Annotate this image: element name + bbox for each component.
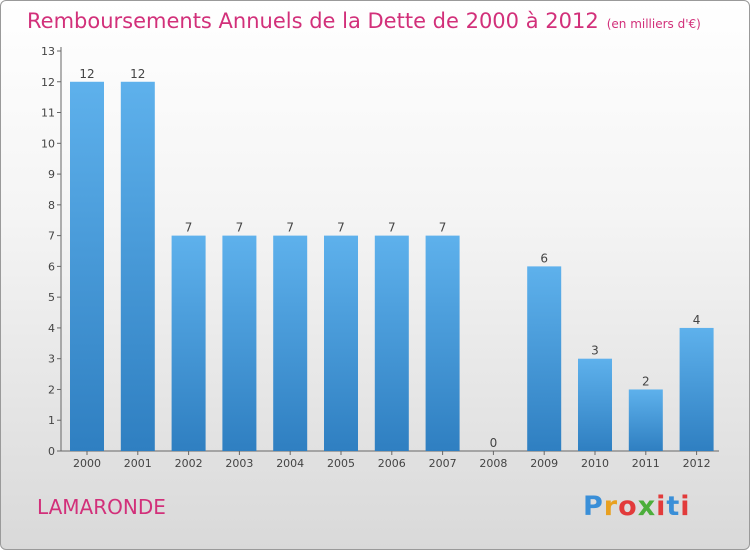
x-tick-label: 2005 [327,457,355,470]
y-tick-label: 13 [41,45,55,58]
y-tick-label: 12 [41,76,55,89]
bar [171,235,206,451]
x-tick-label: 2007 [429,457,457,470]
bar [527,266,562,451]
logo-letter: r [603,491,619,522]
data-label: 4 [693,313,701,327]
y-tick-label: 8 [48,199,55,212]
bar [324,235,358,451]
y-tick-label: 9 [48,168,55,181]
data-label: 3 [591,344,599,358]
y-tick-label: 2 [48,383,55,396]
commune-name: LAMARONDE [37,495,166,519]
y-tick-label: 5 [48,291,55,304]
bar [70,81,104,452]
logo-letter: o [618,491,638,522]
proxiti-logo: Proxiti [583,491,691,522]
x-tick-label: 2012 [683,457,711,470]
bar [273,235,308,451]
bar [628,389,663,451]
x-tick-label: 2004 [276,457,304,470]
x-tick-label: 2008 [479,457,507,470]
y-tick-label: 1 [48,414,55,427]
y-tick-label: 4 [48,322,55,335]
y-tick-label: 3 [48,353,55,366]
data-label: 6 [540,251,548,265]
logo-letter: i [656,491,667,522]
x-tick-label: 2000 [73,457,101,470]
logo-letter: x [637,491,657,522]
chart-title: Remboursements Annuels de la Dette de 20… [27,9,701,33]
y-tick-label: 7 [48,230,55,243]
data-label: 12 [130,67,145,81]
x-tick-label: 2001 [124,457,152,470]
y-tick-label: 6 [48,260,55,273]
logo-letter: i [680,491,691,522]
x-tick-label: 2011 [632,457,660,470]
x-tick-label: 2009 [530,457,558,470]
x-tick-label: 2003 [225,457,253,470]
chart-subtitle: (en milliers d'€) [606,17,701,31]
data-label: 7 [236,221,244,235]
logo-letter: P [583,491,604,522]
bar [679,327,714,451]
data-label: 0 [490,436,498,450]
x-tick-label: 2002 [175,457,203,470]
bar [222,235,257,451]
data-label: 2 [642,374,650,388]
x-tick-label: 2010 [581,457,609,470]
x-tick-label: 2006 [378,457,406,470]
y-tick-label: 10 [41,137,55,150]
data-label: 7 [439,221,447,235]
y-tick-label: 11 [41,107,55,120]
data-label: 7 [185,221,193,235]
data-label: 7 [337,221,345,235]
bar [120,81,155,452]
data-label: 12 [79,67,94,81]
y-tick-label: 0 [48,445,55,458]
bar [578,358,612,451]
bar [374,235,409,451]
title-text: Remboursements Annuels de la Dette de 20… [27,9,599,33]
data-label: 7 [388,221,396,235]
data-label: 7 [286,221,294,235]
bar [425,235,460,451]
logo-letter: t [666,491,681,522]
